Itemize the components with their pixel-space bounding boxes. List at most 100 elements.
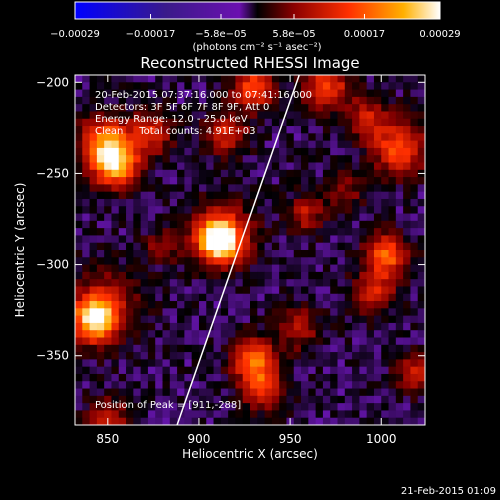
heatmap-cell: [198, 301, 207, 309]
heatmap-cell: [250, 220, 258, 229]
heatmap-cell: [162, 395, 171, 404]
heatmap-cell: [264, 126, 273, 134]
heatmap-cell: [315, 264, 324, 273]
heatmap-cell: [286, 118, 295, 127]
heatmap-cell: [250, 228, 258, 236]
heatmap-cell: [118, 242, 127, 251]
heatmap-cell: [388, 104, 397, 112]
heatmap-cell: [155, 89, 163, 98]
heatmap-cell: [242, 417, 251, 425]
heatmap-cell: [366, 403, 375, 411]
heatmap-cell: [395, 198, 404, 207]
x-axis-label: Heliocentric X (arcsec): [182, 447, 318, 461]
heatmap-cell: [388, 286, 397, 295]
heatmap-cell: [228, 111, 236, 120]
heatmap-cell: [220, 75, 229, 83]
heatmap-cell: [337, 417, 346, 425]
heatmap-cell: [293, 162, 302, 171]
heatmap-cell: [395, 359, 404, 368]
heatmap-cell: [111, 344, 120, 353]
heatmap-cell: [279, 242, 287, 251]
heatmap-cell: [352, 388, 360, 397]
heatmap-cell: [257, 381, 265, 389]
heatmap-cell: [286, 344, 295, 353]
heatmap-cell: [235, 264, 244, 273]
heatmap-cell: [118, 82, 127, 90]
heatmap-cell: [366, 293, 375, 302]
heatmap-cell: [89, 133, 98, 142]
heatmap-cell: [352, 126, 360, 134]
heatmap-cell: [198, 220, 207, 229]
heatmap-cell: [126, 286, 134, 295]
heatmap-cell: [140, 89, 149, 98]
heatmap-cell: [162, 271, 171, 280]
heatmap-cell: [111, 147, 120, 156]
heatmap-cell: [293, 126, 302, 134]
heatmap-cell: [410, 169, 419, 178]
heatmap-cell: [228, 191, 236, 200]
heatmap-cell: [373, 279, 382, 287]
heatmap-cell: [220, 279, 229, 287]
heatmap-cell: [228, 133, 236, 142]
heatmap-cell: [118, 373, 127, 382]
heatmap-cell: [147, 352, 156, 360]
heatmap-cell: [220, 417, 229, 425]
heatmap-cell: [395, 373, 404, 382]
heatmap-cell: [322, 140, 331, 149]
heatmap-cell: [235, 126, 244, 134]
heatmap-cell: [169, 388, 178, 397]
heatmap-cell: [96, 366, 105, 375]
heatmap-cell: [191, 235, 200, 244]
heatmap-cell: [242, 111, 251, 120]
heatmap-cell: [366, 191, 375, 200]
heatmap-cell: [133, 89, 142, 98]
heatmap-cell: [82, 322, 90, 331]
heatmap-cell: [395, 410, 404, 419]
heatmap-cell: [191, 198, 200, 207]
heatmap-cell: [264, 162, 273, 171]
heatmap-cell: [359, 366, 368, 375]
heatmap-cell: [373, 89, 382, 98]
heatmap-cell: [191, 315, 200, 324]
heatmap-cell: [140, 330, 149, 338]
heatmap-cell: [373, 315, 382, 324]
heatmap-cell: [330, 301, 338, 309]
heatmap-cell: [359, 75, 368, 83]
heatmap-cell: [75, 410, 83, 419]
heatmap-cell: [264, 352, 273, 360]
heatmap-cell: [257, 147, 265, 156]
heatmap-cell: [381, 220, 389, 229]
heatmap-cell: [198, 140, 207, 149]
heatmap-cell: [162, 118, 171, 127]
heatmap-cell: [126, 373, 134, 382]
heatmap-cell: [82, 220, 90, 229]
heatmap-cell: [155, 235, 163, 244]
heatmap-cell: [206, 191, 214, 200]
heatmap-cell: [140, 162, 149, 171]
heatmap-cell: [410, 133, 419, 142]
heatmap-cell: [410, 155, 419, 163]
heatmap-cell: [250, 184, 258, 193]
heatmap-cell: [118, 140, 127, 149]
heatmap-cell: [206, 322, 214, 331]
heatmap-cell: [352, 82, 360, 90]
heatmap-cell: [126, 337, 134, 346]
heatmap-cell: [359, 155, 368, 163]
heatmap-cell: [147, 228, 156, 236]
heatmap-cell: [264, 271, 273, 280]
heatmap-cell: [388, 359, 397, 368]
heatmap-cell: [417, 89, 425, 98]
heatmap-cell: [271, 403, 280, 411]
heatmap-cell: [242, 359, 251, 368]
heatmap-cell: [352, 206, 360, 214]
heatmap-cell: [191, 257, 200, 265]
heatmap-cell: [344, 220, 353, 229]
heatmap-cell: [293, 147, 302, 156]
heatmap-cell: [111, 250, 120, 258]
heatmap-cell: [191, 403, 200, 411]
heatmap-cell: [395, 82, 404, 90]
heatmap-cell: [388, 308, 397, 317]
heatmap-cell: [322, 308, 331, 317]
heatmap-cell: [75, 395, 83, 404]
heatmap-cell: [337, 118, 346, 127]
